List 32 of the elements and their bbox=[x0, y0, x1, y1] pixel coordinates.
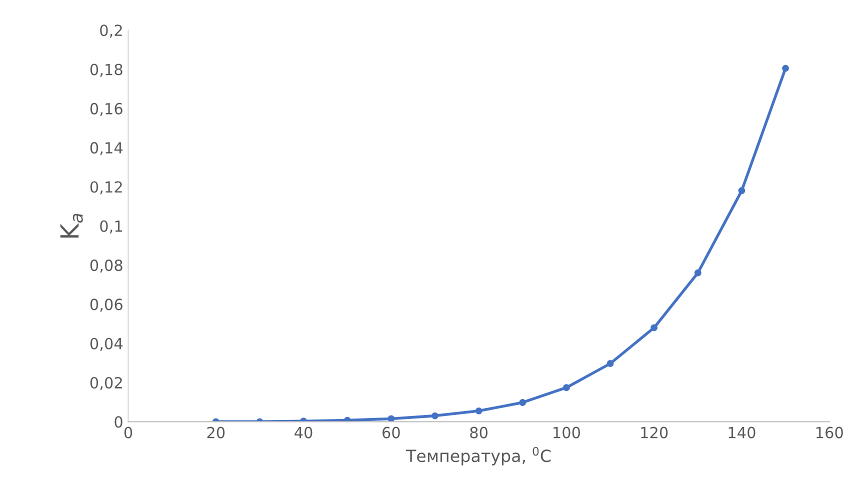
y-tick-label: 0 bbox=[114, 416, 122, 428]
y-tick-label: 0,16 bbox=[90, 102, 122, 116]
y-tick-label: 0,12 bbox=[90, 181, 122, 194]
point bbox=[738, 187, 746, 194]
x-tick-label: 140 bbox=[728, 426, 756, 438]
y-tick-label: 0,08 bbox=[90, 260, 122, 273]
y-tick-label: 0,1 bbox=[100, 220, 122, 234]
y-axis-title: K$_{a}$ bbox=[60, 214, 83, 238]
x-tick-label: 40 bbox=[294, 426, 312, 438]
x-tick-label: 160 bbox=[816, 426, 843, 438]
x-axis-title: Температура, $^{0}$C bbox=[406, 446, 551, 466]
point bbox=[606, 360, 614, 368]
y-tick-label: 0,02 bbox=[90, 376, 122, 390]
x-tick-label: 80 bbox=[470, 426, 488, 438]
point bbox=[694, 269, 702, 276]
x-tick-label: 120 bbox=[641, 426, 668, 438]
y-tick-label: 0,14 bbox=[90, 142, 123, 156]
point bbox=[562, 384, 570, 392]
point bbox=[475, 407, 482, 414]
x-tick-label: 60 bbox=[382, 426, 400, 438]
y-tick-label: 0,2 bbox=[100, 24, 122, 38]
y-tick-label: 0,06 bbox=[90, 298, 122, 312]
x-tick-label: 100 bbox=[554, 426, 580, 438]
point bbox=[519, 399, 526, 406]
y-tick-label: 0,04 bbox=[90, 338, 123, 351]
x-tick-label: 0 bbox=[124, 426, 132, 438]
point bbox=[388, 415, 395, 422]
point bbox=[432, 412, 438, 420]
x-tick-label: 20 bbox=[207, 426, 225, 438]
y-tick-label: 0,18 bbox=[90, 64, 122, 77]
point bbox=[782, 64, 790, 72]
point bbox=[650, 324, 658, 332]
